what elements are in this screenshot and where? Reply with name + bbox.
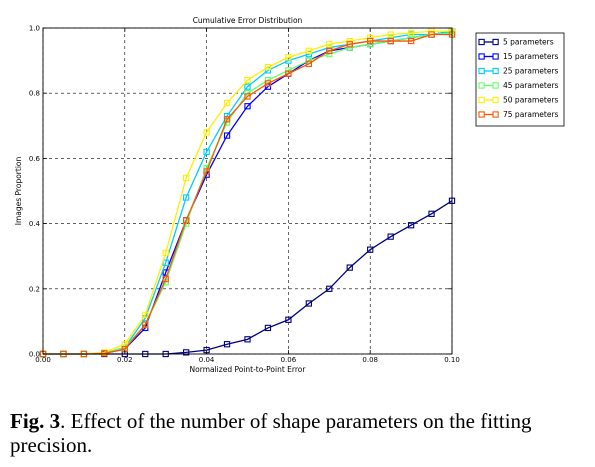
y-tick-label: 0.4 bbox=[29, 220, 41, 228]
data-point bbox=[264, 80, 272, 87]
data-point bbox=[223, 132, 231, 139]
data-point bbox=[326, 47, 333, 54]
legend-label: 15 parameters bbox=[503, 52, 559, 61]
axes-frame bbox=[42, 27, 453, 355]
data-point bbox=[326, 285, 333, 292]
data-point bbox=[244, 83, 251, 90]
y-tick-label: 0.6 bbox=[29, 155, 41, 163]
legend-swatch-marker bbox=[478, 53, 485, 60]
data-point bbox=[407, 222, 415, 229]
data-point bbox=[387, 34, 394, 41]
caption-text: . Effect of the number of shape paramete… bbox=[10, 409, 532, 457]
data-point bbox=[244, 93, 251, 100]
legend-label: 5 parameters bbox=[503, 38, 554, 47]
data-point bbox=[264, 63, 272, 71]
x-tick-label: 0.02 bbox=[117, 356, 133, 364]
legend-box bbox=[475, 32, 565, 127]
legend-swatch-marker bbox=[492, 38, 499, 46]
data-point bbox=[305, 47, 312, 54]
data-point bbox=[101, 350, 108, 357]
data-point bbox=[305, 300, 312, 307]
data-point bbox=[367, 246, 374, 253]
x-tick-label: 0.00 bbox=[35, 356, 51, 364]
plot-area bbox=[43, 28, 452, 354]
data-point bbox=[183, 194, 190, 201]
legend-swatch-marker bbox=[478, 82, 485, 89]
x-tick-label: 0.08 bbox=[362, 356, 378, 364]
data-point bbox=[142, 311, 149, 319]
data-point bbox=[264, 324, 272, 332]
data-point bbox=[203, 168, 210, 175]
y-tick-label: 0.8 bbox=[29, 90, 40, 98]
y-tick-label: 0.0 bbox=[29, 351, 40, 359]
x-axis-label: Normalized Point-to-Point Error bbox=[190, 365, 307, 374]
legend-swatch-marker bbox=[478, 96, 485, 104]
data-point bbox=[285, 54, 292, 61]
legend-swatch-marker bbox=[492, 82, 499, 89]
data-point bbox=[428, 210, 435, 217]
legend-swatch-marker bbox=[492, 53, 499, 60]
figure-caption: Fig. 3. Effect of the number of shape pa… bbox=[10, 409, 585, 457]
x-tick-label: 0.04 bbox=[199, 356, 215, 364]
series-line bbox=[43, 30, 452, 355]
y-tick-label: 1.0 bbox=[29, 25, 40, 33]
caption-label: Fig. 3 bbox=[10, 409, 61, 433]
data-point bbox=[326, 41, 333, 48]
data-point bbox=[305, 60, 312, 68]
data-point bbox=[387, 233, 394, 240]
data-point bbox=[387, 31, 394, 38]
y-axis-label: Images Proportion bbox=[14, 157, 23, 226]
data-point bbox=[367, 37, 374, 45]
data-point bbox=[428, 28, 435, 35]
legend-swatch-marker bbox=[478, 67, 485, 75]
x-tick-label: 0.06 bbox=[281, 356, 297, 364]
data-point bbox=[346, 264, 353, 271]
data-point bbox=[183, 349, 190, 356]
legend-swatch-marker bbox=[492, 96, 499, 104]
data-point bbox=[142, 321, 149, 328]
data-point bbox=[223, 116, 231, 123]
y-tick-label: 0.2 bbox=[29, 285, 40, 293]
data-point bbox=[346, 37, 353, 45]
legend-label: 75 parameters bbox=[503, 110, 559, 119]
data-point bbox=[367, 34, 374, 41]
legend-label: 45 parameters bbox=[503, 81, 559, 90]
data-point bbox=[367, 41, 374, 48]
data-point bbox=[183, 217, 190, 224]
data-point bbox=[162, 249, 169, 257]
data-point bbox=[407, 29, 415, 37]
data-point bbox=[346, 41, 353, 48]
data-point bbox=[203, 148, 210, 156]
legend-label: 50 parameters bbox=[503, 96, 559, 105]
legend-swatch-marker bbox=[492, 67, 499, 75]
chart-svg: 0.00 0.02 0.04 0.06 0.08 0.10 0.0 0.2 0.4 0.6 0.8 1… bbox=[14, 16, 565, 374]
chart-figure: 0.00 0.02 0.04 0.06 0.08 0.10 0.0 0.2 0.4 0.6 0.8 1… bbox=[14, 16, 565, 374]
legend-label: 25 parameters bbox=[503, 67, 559, 76]
data-point bbox=[244, 103, 251, 110]
data-point bbox=[407, 37, 415, 45]
data-point bbox=[285, 316, 292, 323]
chart-title: Cumulative Error Distribution bbox=[193, 16, 303, 25]
series-line bbox=[43, 33, 452, 355]
legend-swatch-marker bbox=[478, 111, 485, 118]
data-point bbox=[285, 70, 292, 77]
data-point bbox=[244, 77, 251, 84]
legend-swatch-marker bbox=[478, 38, 485, 46]
data-point bbox=[223, 99, 231, 107]
data-point bbox=[387, 37, 394, 45]
x-tick-label: 0.10 bbox=[444, 356, 460, 364]
data-point bbox=[428, 31, 435, 38]
data-point bbox=[162, 275, 169, 283]
data-point bbox=[244, 336, 251, 343]
data-point bbox=[223, 341, 231, 348]
legend-swatch-marker bbox=[492, 111, 499, 118]
data-point bbox=[183, 174, 190, 182]
data-point bbox=[203, 129, 210, 136]
